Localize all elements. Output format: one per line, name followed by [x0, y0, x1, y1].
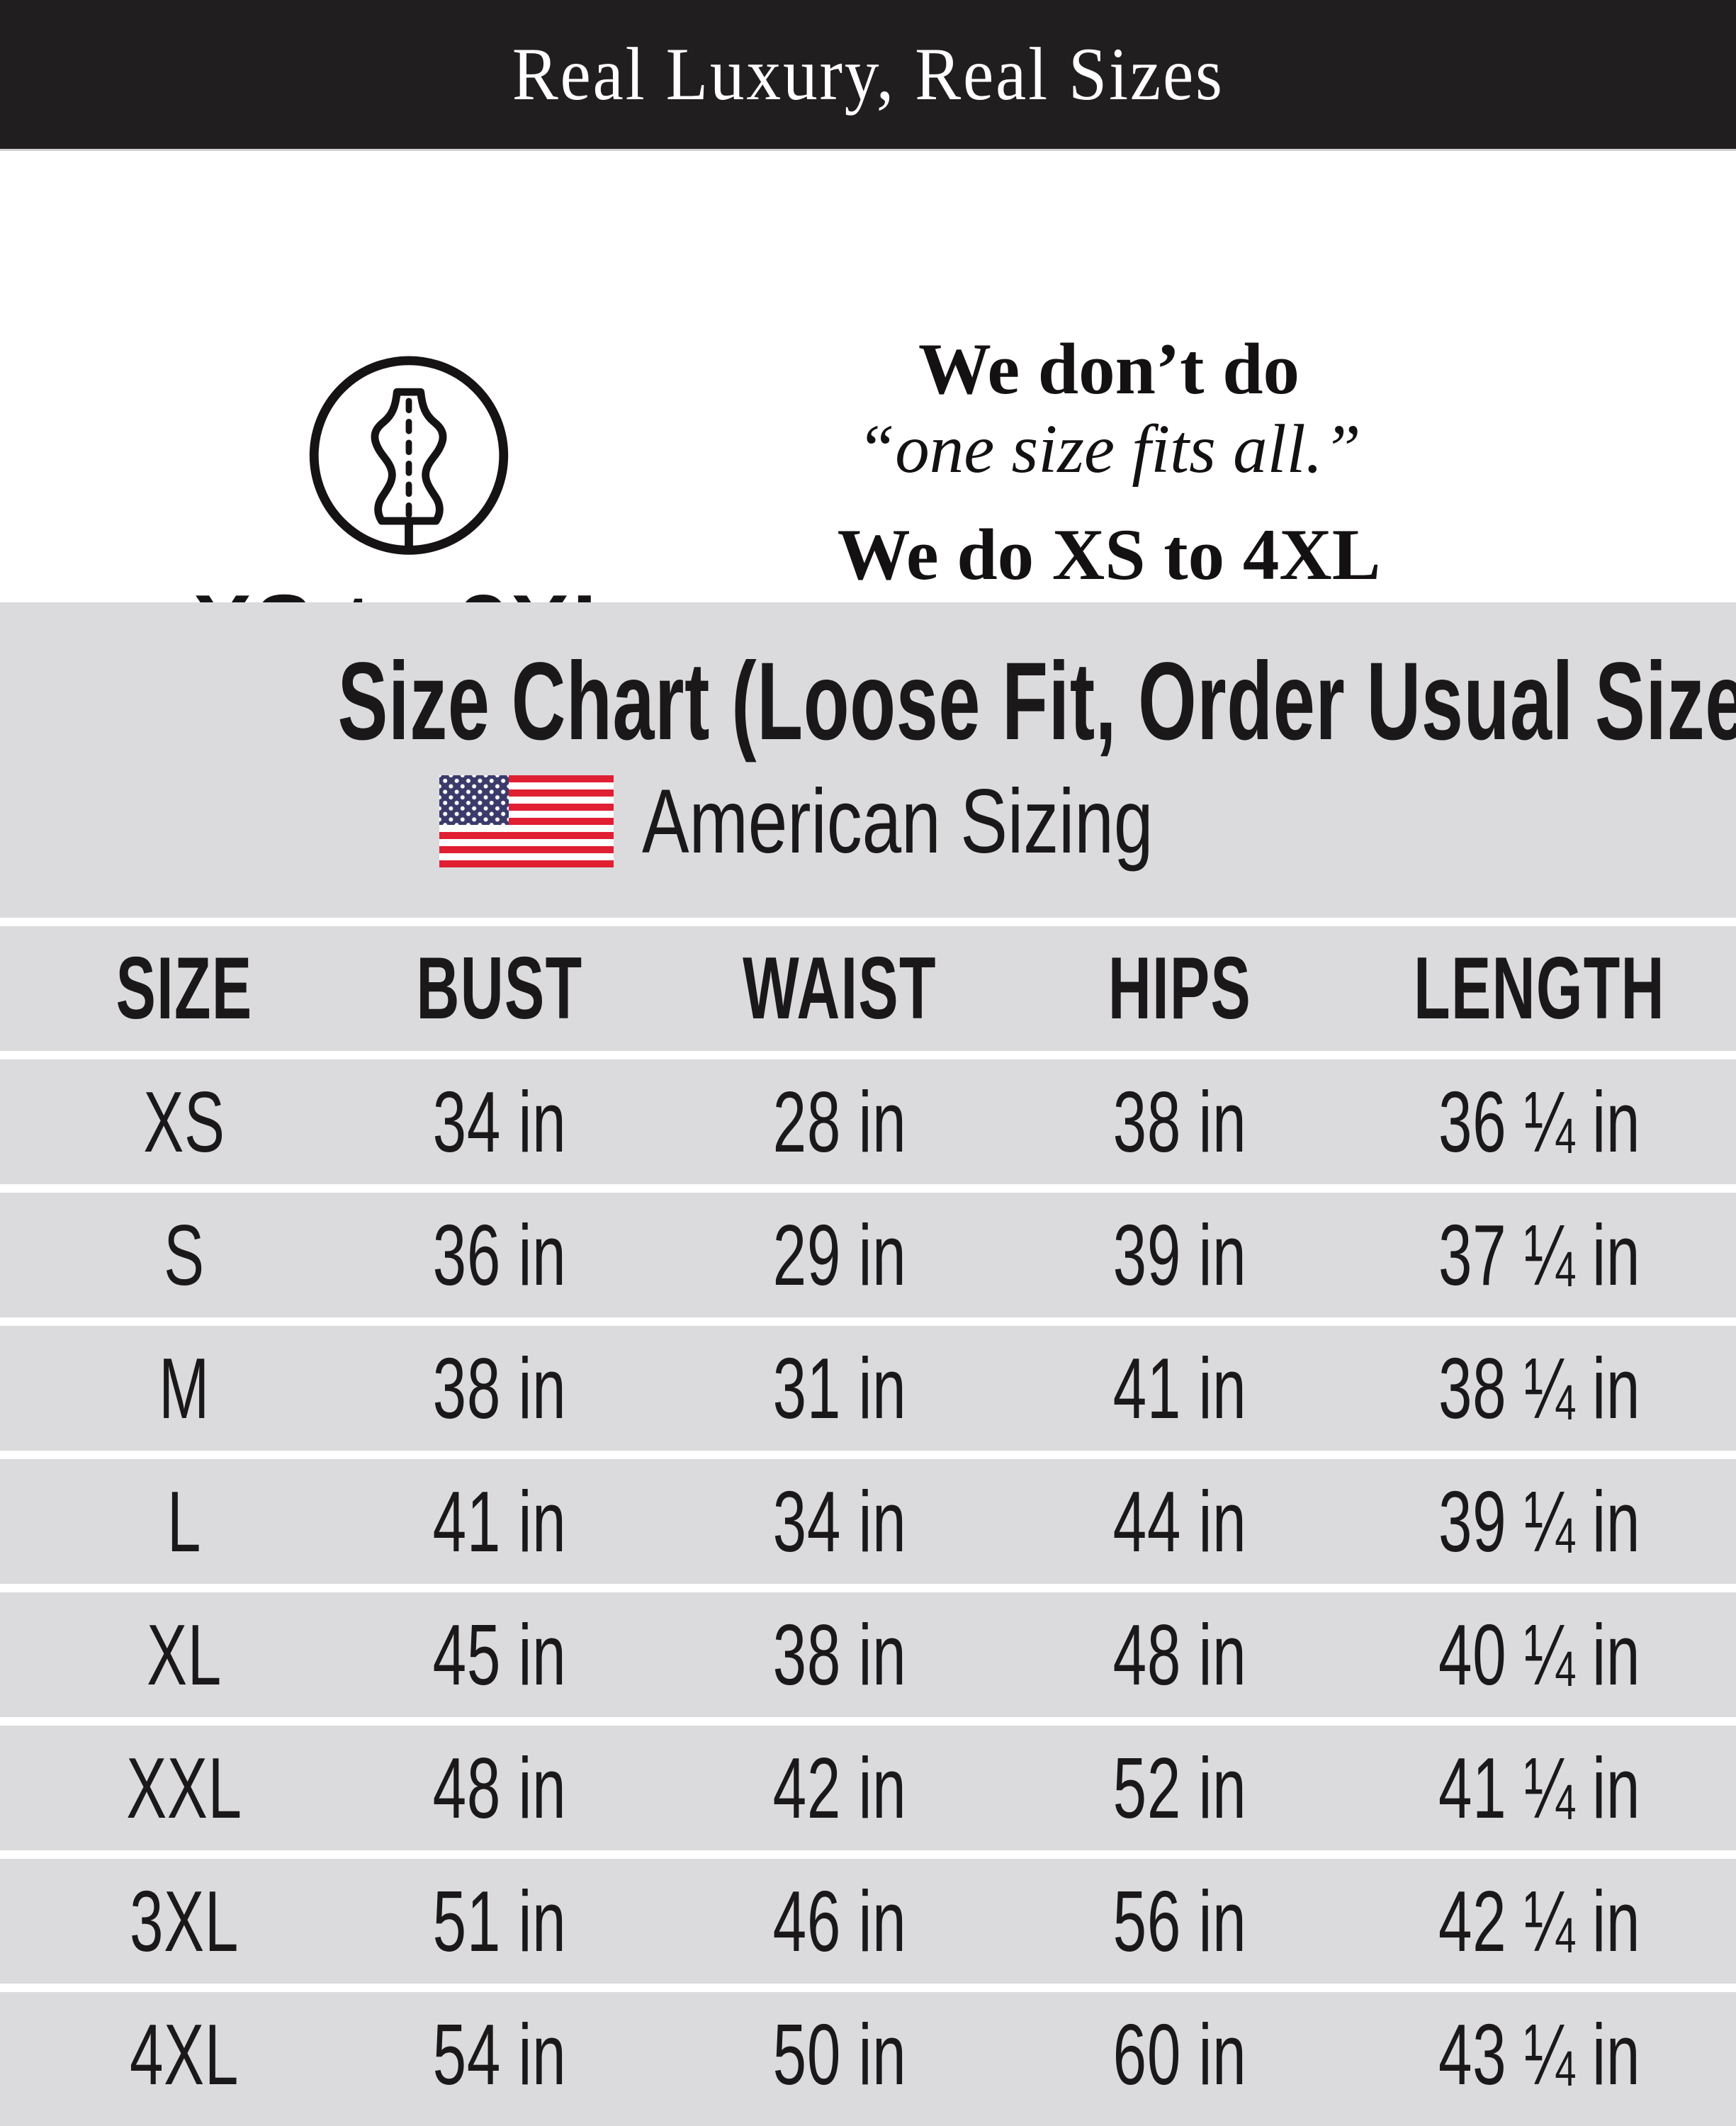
cell-bust: 36 in — [432, 1207, 567, 1303]
tagline-line-2: “one size fits all.” — [857, 411, 1361, 488]
tagline-line-3: We do XS to 4XL — [837, 514, 1381, 595]
column-header-hips: HIPS — [1107, 940, 1252, 1037]
cell-size: XL — [147, 1607, 222, 1703]
cell-waist: 29 in — [772, 1207, 907, 1303]
cell-length: 42 ¼ in — [1438, 1873, 1641, 1969]
cell-size: S — [164, 1207, 205, 1303]
cell-waist: 46 in — [772, 1873, 907, 1969]
banner: Real Luxury, Real Sizes — [0, 0, 1736, 151]
column-header-waist: WAIST — [743, 940, 937, 1037]
cell-size: XXL — [126, 1740, 242, 1836]
cell-size: 3XL — [129, 1873, 239, 1969]
cell-hips: 38 in — [1112, 1074, 1247, 1170]
cell-length: 39 ¼ in — [1438, 1473, 1641, 1570]
cell-size: XS — [143, 1074, 225, 1170]
sizing-label: American Sizing — [641, 770, 1153, 872]
table-row-3xl: 3XL 51 in 46 in 56 in 42 ¼ in — [0, 1850, 1736, 1984]
cell-size: M — [159, 1340, 210, 1436]
cell-bust: 54 in — [432, 2006, 567, 2103]
table-row-xs: XS 34 in 28 in 38 in 36 ¼ in — [0, 1051, 1736, 1184]
us-flag-canton — [439, 775, 509, 825]
cell-length: 38 ¼ in — [1438, 1340, 1641, 1436]
intro-section: XS to 3XL We don’t do “one size fits all… — [0, 151, 1736, 675]
column-header-size: SIZE — [115, 940, 253, 1037]
size-table: SIZE BUST WAIST HIPS LENGTH XS 34 in 28 … — [0, 918, 1736, 2117]
cell-size: 4XL — [129, 2006, 239, 2103]
cell-length: 40 ¼ in — [1438, 1607, 1641, 1703]
us-flag-icon — [439, 775, 614, 867]
size-chart-section: Size Chart (Loose Fit, Order Usual Size)… — [0, 602, 1736, 2126]
cell-waist: 38 in — [772, 1607, 907, 1703]
american-sizing-row: American Sizing — [0, 771, 1736, 872]
dress-form-icon — [309, 356, 509, 555]
cell-waist: 31 in — [772, 1340, 907, 1436]
column-header-length: LENGTH — [1414, 940, 1665, 1037]
cell-waist: 50 in — [772, 2006, 907, 2103]
cell-hips: 39 in — [1112, 1207, 1247, 1303]
tagline-line-1: We don’t do — [918, 329, 1300, 410]
cell-hips: 60 in — [1112, 2006, 1247, 2103]
cell-length: 37 ¼ in — [1438, 1207, 1641, 1303]
cell-hips: 52 in — [1112, 1740, 1247, 1836]
cell-bust: 41 in — [432, 1473, 567, 1570]
table-row-s: S 36 in 29 in 39 in 37 ¼ in — [0, 1184, 1736, 1317]
column-header-bust: BUST — [416, 940, 583, 1037]
cell-hips: 56 in — [1112, 1873, 1247, 1969]
cell-length: 36 ¼ in — [1438, 1074, 1641, 1170]
table-row-4xl: 4XL 54 in 50 in 60 in 43 ¼ in — [0, 1984, 1736, 2117]
cell-hips: 48 in — [1112, 1607, 1247, 1703]
cell-bust: 38 in — [432, 1340, 567, 1436]
cell-bust: 45 in — [432, 1607, 567, 1703]
table-row-xxl: XXL 48 in 42 in 52 in 41 ¼ in — [0, 1717, 1736, 1850]
cell-bust: 51 in — [432, 1873, 567, 1969]
cell-length: 43 ¼ in — [1438, 2006, 1641, 2103]
cell-waist: 34 in — [772, 1473, 907, 1570]
cell-size: L — [167, 1473, 202, 1570]
cell-hips: 44 in — [1112, 1473, 1247, 1570]
table-header-row: SIZE BUST WAIST HIPS LENGTH — [0, 918, 1736, 1051]
table-row-l: L 41 in 34 in 44 in 39 ¼ in — [0, 1451, 1736, 1584]
cell-bust: 48 in — [432, 1740, 567, 1836]
cell-bust: 34 in — [432, 1074, 567, 1170]
table-row-m: M 38 in 31 in 41 in 38 ¼ in — [0, 1317, 1736, 1451]
table-row-xl: XL 45 in 38 in 48 in 40 ¼ in — [0, 1584, 1736, 1717]
banner-title: Real Luxury, Real Sizes — [512, 33, 1224, 116]
cell-length: 41 ¼ in — [1438, 1740, 1641, 1836]
size-chart-title: Size Chart (Loose Fit, Order Usual Size) — [337, 640, 1736, 763]
cell-waist: 42 in — [772, 1740, 907, 1836]
cell-hips: 41 in — [1112, 1340, 1247, 1436]
cell-waist: 28 in — [772, 1074, 907, 1170]
